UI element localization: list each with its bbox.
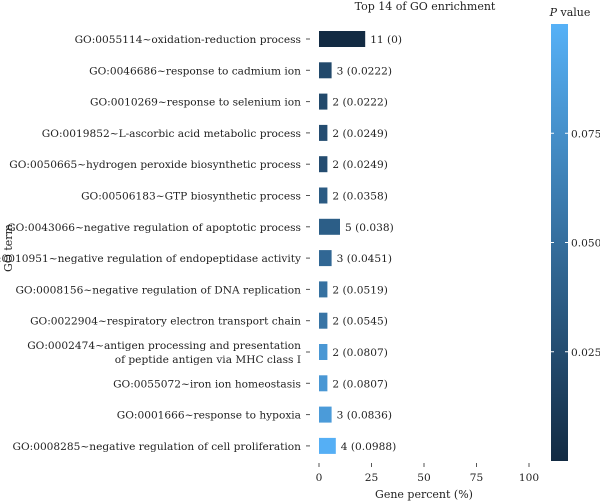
bar [319, 187, 328, 204]
bar-value-label: 3 (0.0451) [337, 253, 392, 265]
colorbar-title: P value [549, 6, 591, 19]
bar-value-label: 2 (0.0519) [332, 284, 387, 296]
bar-value-label: 11 (0) [370, 34, 402, 46]
bar-value-label: 4 (0.0988) [341, 441, 396, 453]
bar [319, 437, 336, 454]
bar [319, 218, 340, 235]
bar [319, 312, 328, 329]
y-tick-label: GO:0022904~respiratory electron transpor… [30, 316, 301, 328]
y-tick-label: GO:0008285~negative regulation of cell p… [12, 441, 301, 453]
x-axis: 0 25 50 75 100 [316, 463, 539, 484]
y-tick-label: GO:0043066~negative regulation of apopto… [7, 222, 301, 234]
y-tick-label: GO:0019852~L-ascorbic acid metabolic pro… [42, 128, 301, 140]
y-tick-label: of peptide antigen via MHC class I [115, 354, 301, 366]
bars [319, 31, 366, 454]
bar [319, 344, 328, 360]
colorbar-tick-label: 0.050 [571, 238, 600, 250]
bar-value-label: 2 (0.0545) [332, 316, 387, 328]
y-tick-label: GO:0010269~response to selenium ion [90, 97, 301, 109]
bar [319, 62, 332, 79]
y-tick-label: GO:0055072~iron ion homeostasis [113, 378, 301, 390]
x-axis-label: Gene percent (%) [375, 488, 473, 501]
y-tick-label: GO:0008156~negative regulation of DNA re… [15, 284, 301, 296]
bar-value-label: 2 (0.0358) [332, 191, 387, 203]
colorbar-gradient [551, 24, 568, 461]
bar-value-label: 5 (0.038) [345, 222, 394, 234]
x-tick-label: 75 [470, 472, 483, 484]
bar [319, 375, 328, 392]
y-axis-label: GO term [2, 223, 15, 271]
bar-value-label: 2 (0.0249) [332, 159, 387, 171]
bar-value-label: 2 (0.0807) [332, 347, 387, 359]
y-tick-label: GO:0050665~hydrogen peroxide biosyntheti… [9, 159, 301, 171]
x-tick-label: 50 [417, 472, 431, 484]
colorbar-tick-label: 0.025 [571, 347, 600, 359]
y-tick-label: GO:0046686~response to cadmium ion [89, 65, 301, 77]
y-tick-label: GO:0010951~negative regulation of endope… [0, 253, 301, 265]
bar [319, 124, 328, 141]
y-tick-label: GO:00506183~GTP biosynthetic process [81, 191, 301, 203]
y-tick-labels: GO:0055114~oxidation-reduction process GO… [0, 34, 310, 453]
colorbar-tick-label: 0.075 [571, 128, 600, 140]
bar [319, 93, 328, 110]
colorbar: P value 0.075 0.050 0.025 [549, 6, 600, 461]
bar-value-labels: 11 (0) 3 (0.0222) 2 (0.0222) 2 (0.0249) 2 (0… [332, 34, 402, 453]
bar-value-label: 2 (0.0222) [332, 97, 387, 109]
bar [319, 250, 332, 267]
colorbar-title-rest: value [557, 6, 590, 19]
bar [319, 406, 332, 423]
y-tick-label: GO:0002474~antigen processing and presen… [27, 340, 301, 352]
bar-value-label: 2 (0.0807) [332, 378, 387, 390]
bar [319, 281, 328, 298]
x-tick-label: 25 [365, 472, 378, 484]
bar-value-label: 3 (0.0222) [337, 65, 392, 77]
colorbar-title-italic: P [549, 6, 558, 19]
x-tick-label: 100 [519, 472, 539, 484]
bar [319, 31, 366, 47]
x-tick-label: 0 [316, 472, 323, 484]
bar-value-label: 3 (0.0836) [337, 410, 392, 422]
y-tick-label: GO:0001666~response to hypoxia [117, 410, 302, 422]
y-tick-label: GO:0055114~oxidation-reduction process [75, 34, 301, 46]
bar [319, 156, 328, 173]
bar-value-label: 2 (0.0249) [332, 128, 387, 140]
chart-title: Top 14 of GO enrichment [355, 0, 496, 13]
